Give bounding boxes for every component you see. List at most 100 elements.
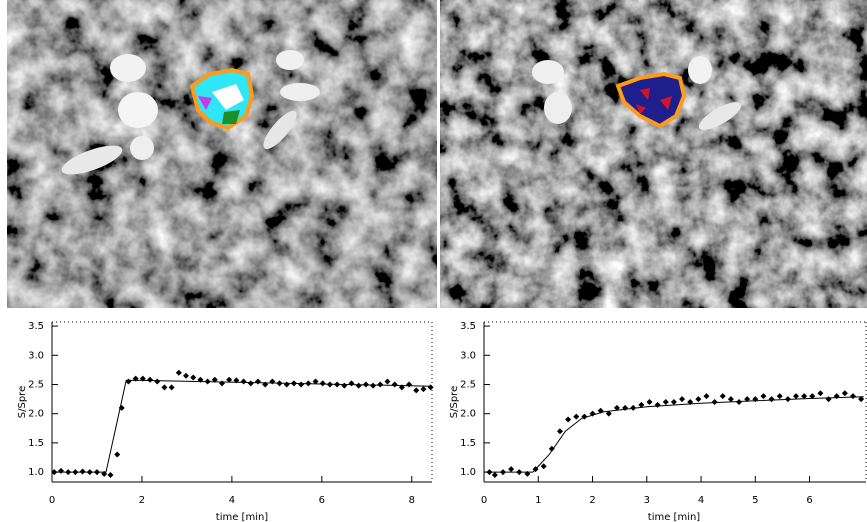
x-tick-label: 6 xyxy=(806,495,812,506)
data-point xyxy=(154,378,161,385)
data-point xyxy=(391,381,398,388)
data-point xyxy=(147,376,154,383)
data-point xyxy=(298,381,305,388)
data-point xyxy=(204,378,211,385)
data-point xyxy=(744,396,751,403)
data-point xyxy=(420,386,427,393)
data-point xyxy=(548,445,555,452)
data-point xyxy=(833,393,840,400)
data-point xyxy=(532,466,539,473)
data-point xyxy=(613,404,620,411)
data-point xyxy=(254,378,261,385)
data-point xyxy=(57,467,64,474)
x-tick-label: 6 xyxy=(319,495,325,506)
x-tick-label: 4 xyxy=(229,495,235,506)
data-point xyxy=(646,399,653,405)
data-point xyxy=(168,384,175,391)
data-point xyxy=(326,381,333,388)
data-point xyxy=(687,399,694,405)
data-point xyxy=(377,381,384,388)
data-point xyxy=(305,380,312,387)
data-point xyxy=(190,374,197,381)
data-point xyxy=(817,390,824,397)
mri-left xyxy=(7,0,437,308)
data-point xyxy=(86,469,93,476)
data-point xyxy=(276,380,283,387)
data-point xyxy=(65,469,72,476)
data-point xyxy=(240,378,247,385)
data-point xyxy=(362,381,369,388)
data-point xyxy=(719,393,726,400)
y-tick-label: 2.0 xyxy=(28,409,44,420)
data-point xyxy=(784,396,791,403)
data-point xyxy=(398,384,405,391)
data-point xyxy=(776,393,783,400)
x-tick-label: 5 xyxy=(752,495,758,506)
x-tick-label: 2 xyxy=(589,495,595,506)
data-point xyxy=(654,401,661,408)
data-point xyxy=(118,404,125,411)
fit-line xyxy=(52,379,433,473)
data-point xyxy=(161,384,168,391)
data-point xyxy=(269,378,276,385)
y-tick-label: 2.0 xyxy=(460,409,476,420)
data-point xyxy=(622,404,629,411)
data-point xyxy=(662,399,669,405)
data-point xyxy=(125,378,132,385)
data-point xyxy=(491,471,498,478)
data-point xyxy=(384,378,391,385)
data-point xyxy=(348,380,355,387)
data-point xyxy=(107,471,114,478)
data-point xyxy=(711,399,718,405)
y-tick-label: 2.5 xyxy=(28,379,44,390)
data-point xyxy=(849,393,856,400)
x-axis-label: time [min] xyxy=(216,512,269,522)
data-point xyxy=(524,470,531,477)
data-point xyxy=(727,396,734,403)
data-point xyxy=(319,380,326,387)
data-point xyxy=(226,376,233,383)
data-point xyxy=(51,469,58,476)
data-point xyxy=(290,380,297,387)
data-point xyxy=(597,407,604,414)
data-point xyxy=(233,377,240,384)
data-point xyxy=(508,466,515,473)
data-point xyxy=(262,381,269,388)
x-tick-label: 8 xyxy=(409,495,415,506)
y-tick-label: 3.5 xyxy=(460,321,476,332)
data-point xyxy=(605,410,612,417)
data-point xyxy=(841,390,848,397)
data-point xyxy=(283,381,290,388)
data-point xyxy=(581,413,588,420)
fit-line xyxy=(484,396,864,473)
data-point xyxy=(638,401,645,408)
data-point xyxy=(132,375,139,382)
y-tick-label: 3.5 xyxy=(28,321,44,332)
data-point xyxy=(703,393,710,400)
data-point xyxy=(218,380,225,387)
data-point xyxy=(573,413,580,420)
data-point xyxy=(427,384,434,391)
x-tick-label: 0 xyxy=(481,495,487,506)
data-point xyxy=(406,381,413,388)
x-tick-label: 2 xyxy=(139,495,145,506)
data-point xyxy=(499,469,506,476)
data-point xyxy=(312,378,319,385)
data-point xyxy=(516,469,523,476)
x-tick-label: 4 xyxy=(698,495,704,506)
data-point xyxy=(370,382,377,389)
data-point xyxy=(752,396,759,403)
data-point xyxy=(858,396,865,403)
data-point xyxy=(589,410,596,417)
data-point xyxy=(247,380,254,387)
y-axis-label: S/Spre xyxy=(17,386,28,418)
mri-right xyxy=(440,0,867,308)
data-point xyxy=(79,468,86,475)
data-point xyxy=(72,469,79,476)
data-point xyxy=(139,375,146,382)
data-point xyxy=(211,376,218,383)
data-point xyxy=(825,396,832,403)
data-point xyxy=(556,428,563,435)
data-point xyxy=(341,382,348,389)
